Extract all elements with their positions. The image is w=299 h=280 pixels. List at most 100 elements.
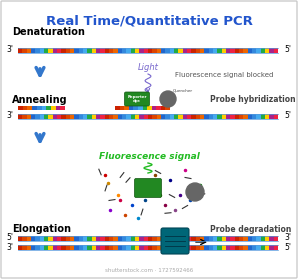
Bar [156,106,161,110]
Bar [217,235,222,241]
Bar [252,244,256,249]
Bar [157,48,161,53]
Bar [269,48,274,53]
Bar [243,48,248,53]
Bar [31,48,35,53]
Bar [248,235,252,241]
Bar [35,48,40,53]
Bar [213,48,217,53]
Bar [213,113,217,118]
Text: 5': 5' [7,234,13,242]
Bar [83,235,87,241]
Bar [113,48,118,53]
Bar [87,48,92,53]
Bar [109,48,113,53]
Bar [28,106,32,110]
Bar [209,244,213,249]
Bar [113,235,118,241]
Bar [87,113,92,118]
Bar [74,235,79,241]
Bar [243,113,248,118]
Bar [269,235,274,241]
Text: Fluorescence signal: Fluorescence signal [99,152,199,161]
Bar [109,235,113,241]
Bar [239,235,243,241]
Bar [23,106,28,110]
Bar [70,244,74,249]
Bar [70,113,74,118]
Bar [222,113,226,118]
Bar [118,113,122,118]
Bar [83,244,87,249]
Bar [222,235,226,241]
Bar [100,48,105,53]
Text: Fluorescence signal blocked: Fluorescence signal blocked [175,72,273,78]
Bar [157,244,161,249]
Bar [74,113,79,118]
Bar [27,235,31,241]
Bar [152,113,157,118]
Bar [129,106,133,110]
Bar [235,235,239,241]
Bar [18,48,22,53]
Bar [252,48,256,53]
Text: shutterstock.com · 1727592466: shutterstock.com · 1727592466 [105,267,193,272]
Bar [144,48,148,53]
Bar [135,244,139,249]
Bar [200,244,204,249]
Bar [256,48,261,53]
Bar [53,235,57,241]
Bar [79,48,83,53]
Bar [170,244,174,249]
Bar [213,244,217,249]
Bar [79,113,83,118]
Bar [213,235,217,241]
Bar [261,235,265,241]
Bar [230,235,235,241]
Bar [22,113,27,118]
Bar [165,106,170,110]
Bar [191,235,196,241]
Bar [44,113,48,118]
Bar [269,113,274,118]
Bar [265,244,269,249]
Bar [148,113,152,118]
Bar [165,244,170,249]
Bar [32,106,37,110]
Bar [18,235,22,241]
Bar [46,106,51,110]
Bar [35,113,40,118]
Bar [133,106,138,110]
Bar [118,235,122,241]
Bar [92,244,96,249]
Text: Quencher: Quencher [173,89,193,93]
Bar [269,244,274,249]
Text: 5': 5' [285,242,292,251]
Bar [135,235,139,241]
Bar [230,244,235,249]
Bar [18,244,22,249]
Bar [100,113,105,118]
Bar [92,113,96,118]
Text: Elongation: Elongation [12,224,71,234]
Bar [161,48,165,53]
Bar [204,113,209,118]
Bar [187,235,191,241]
Bar [122,48,126,53]
Bar [226,113,230,118]
FancyBboxPatch shape [124,92,150,106]
Bar [113,113,118,118]
Bar [100,235,105,241]
Bar [178,244,183,249]
Bar [61,244,66,249]
Bar [139,113,144,118]
Bar [31,113,35,118]
Bar [40,113,44,118]
Bar [66,235,70,241]
Bar [196,48,200,53]
Bar [209,48,213,53]
Bar [152,235,157,241]
Bar [70,48,74,53]
Bar [79,244,83,249]
Bar [217,113,222,118]
